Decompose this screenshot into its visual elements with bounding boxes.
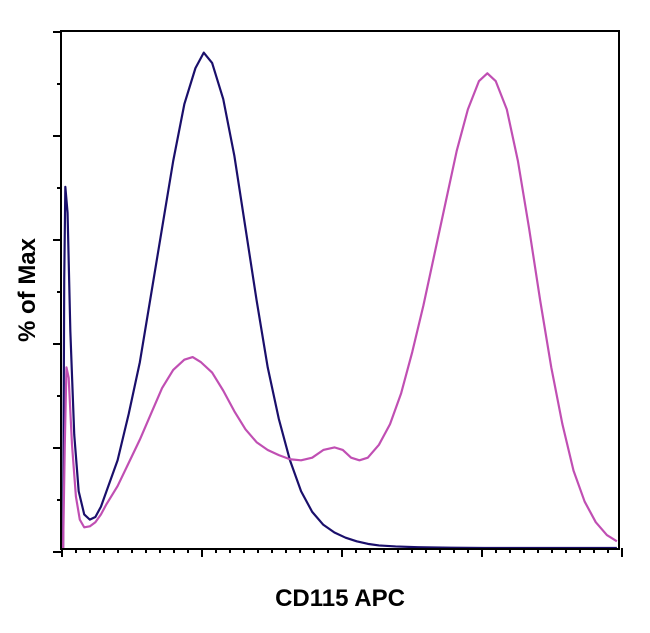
y-axis-label: % of Max bbox=[14, 238, 42, 342]
axis-tick bbox=[369, 548, 371, 553]
axis-tick bbox=[159, 548, 161, 553]
axis-tick bbox=[229, 548, 231, 553]
axis-tick bbox=[355, 548, 357, 553]
axis-tick bbox=[57, 291, 62, 293]
axis-tick bbox=[61, 548, 63, 557]
axis-tick bbox=[53, 239, 62, 241]
axis-tick bbox=[565, 548, 567, 553]
axis-tick bbox=[215, 548, 217, 553]
axis-tick bbox=[299, 548, 301, 553]
axis-tick bbox=[271, 548, 273, 553]
x-axis-label: CD115 APC bbox=[275, 585, 405, 613]
axis-tick bbox=[53, 135, 62, 137]
axis-tick bbox=[467, 548, 469, 553]
axis-tick bbox=[57, 83, 62, 85]
axis-tick bbox=[103, 548, 105, 553]
plot-svg bbox=[62, 32, 618, 548]
axis-tick bbox=[145, 548, 147, 553]
axis-tick bbox=[173, 548, 175, 553]
axis-tick bbox=[523, 548, 525, 553]
axis-tick bbox=[187, 548, 189, 553]
axis-tick bbox=[89, 548, 91, 553]
axis-tick bbox=[117, 548, 119, 553]
axis-tick bbox=[327, 548, 329, 553]
axis-tick bbox=[425, 548, 427, 553]
axis-tick bbox=[313, 548, 315, 553]
axis-tick bbox=[341, 548, 343, 557]
axis-tick bbox=[411, 548, 413, 553]
axis-tick bbox=[537, 548, 539, 553]
axis-tick bbox=[57, 395, 62, 397]
axis-tick bbox=[131, 548, 133, 553]
axis-tick bbox=[579, 548, 581, 553]
axis-tick bbox=[621, 548, 623, 557]
series-control bbox=[63, 53, 617, 548]
axis-tick bbox=[53, 31, 62, 33]
axis-tick bbox=[243, 548, 245, 553]
axis-tick bbox=[495, 548, 497, 553]
axis-tick bbox=[551, 548, 553, 553]
flow-cytometry-histogram bbox=[60, 30, 620, 550]
axis-tick bbox=[481, 548, 483, 557]
axis-tick bbox=[201, 548, 203, 557]
axis-tick bbox=[285, 548, 287, 553]
axis-tick bbox=[383, 548, 385, 553]
axis-tick bbox=[397, 548, 399, 553]
axis-tick bbox=[57, 499, 62, 501]
axis-tick bbox=[439, 548, 441, 553]
axis-tick bbox=[509, 548, 511, 553]
plot-area bbox=[60, 30, 620, 550]
axis-tick bbox=[593, 548, 595, 553]
axis-tick bbox=[453, 548, 455, 553]
series-stained bbox=[63, 73, 617, 548]
axis-tick bbox=[53, 447, 62, 449]
axis-tick bbox=[75, 548, 77, 553]
axis-tick bbox=[257, 548, 259, 553]
axis-tick bbox=[57, 187, 62, 189]
axis-tick bbox=[53, 343, 62, 345]
axis-tick bbox=[607, 548, 609, 553]
